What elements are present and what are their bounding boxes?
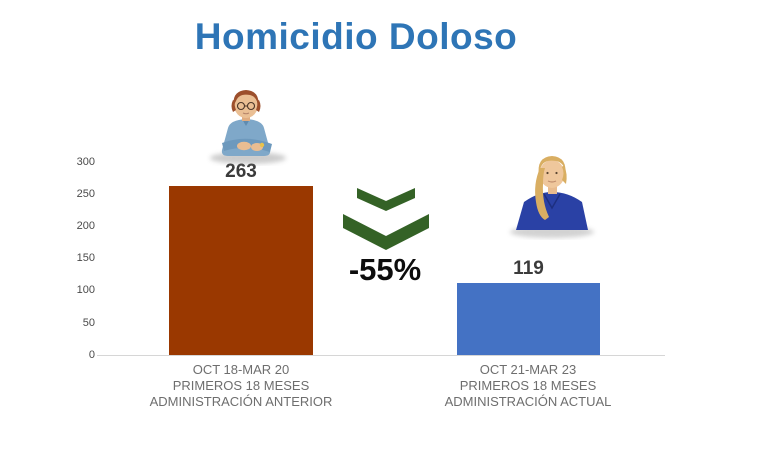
y-axis-tick-100: 100 <box>76 284 95 296</box>
category-line: ADMINISTRACIÓN ANTERIOR <box>149 394 333 409</box>
category-line: OCT 18-MAR 20 <box>192 362 290 377</box>
double-chevron-down-icon <box>343 188 429 250</box>
y-axis-tick-250: 250 <box>76 188 95 200</box>
bar-value-label-previous: 263 <box>225 161 257 182</box>
previous-administration-official-photo <box>210 90 286 164</box>
y-axis-tick-0: 0 <box>88 349 95 361</box>
x-axis-line <box>97 355 665 356</box>
chart-title: Homicidio Doloso <box>194 16 518 57</box>
bar-current-administration <box>457 283 600 355</box>
category-line: PRIMEROS 18 MESES <box>172 378 310 393</box>
y-axis-tick-150: 150 <box>76 252 95 264</box>
current-administration-official-photo <box>510 156 594 238</box>
category-line: OCT 21-MAR 23 <box>479 362 577 377</box>
bar-value-label-current: 119 <box>513 258 544 279</box>
y-axis-tick-200: 200 <box>76 220 95 232</box>
category-label-previous: OCT 18-MAR 20 PRIMEROS 18 MESES ADMINIST… <box>111 362 371 410</box>
percent-change-label: -55% <box>348 252 422 287</box>
y-axis-tick-50: 50 <box>82 317 95 329</box>
category-line: PRIMEROS 18 MESES <box>459 378 597 393</box>
y-axis-tick-300: 300 <box>76 156 95 168</box>
category-line: ADMINISTRACIÓN ACTUAL <box>444 394 612 409</box>
category-label-current: OCT 21-MAR 23 PRIMEROS 18 MESES ADMINIST… <box>398 362 658 410</box>
bar-previous-administration <box>169 186 313 355</box>
